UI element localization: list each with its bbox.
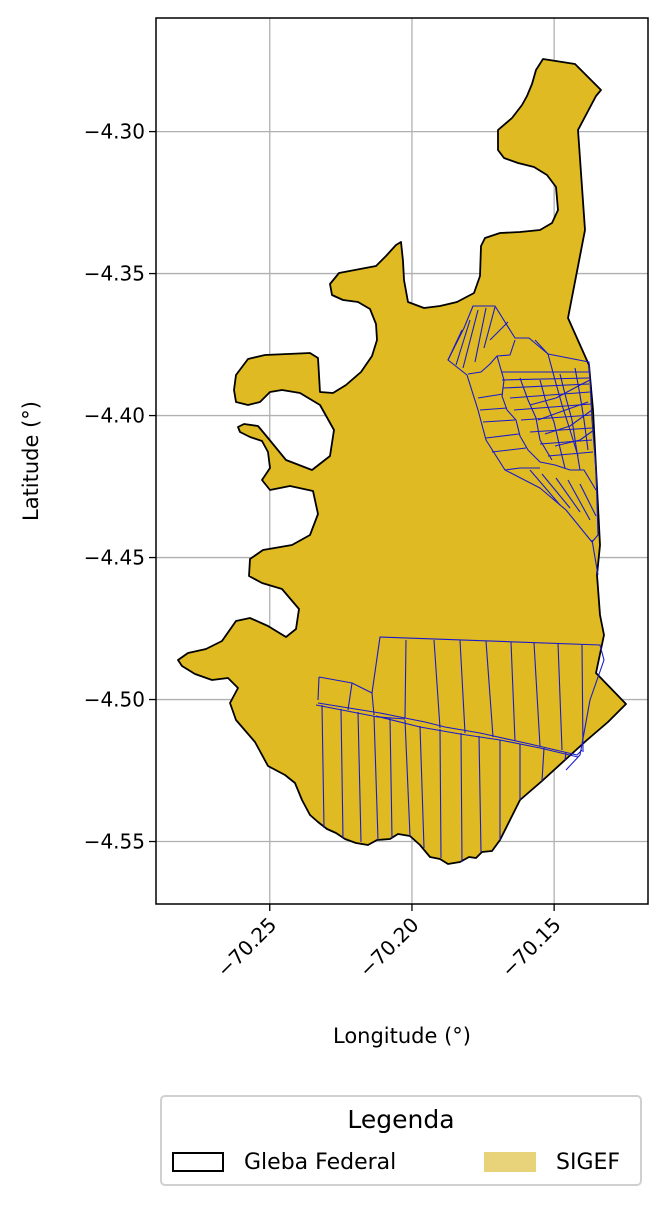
sigef-parcel — [474, 307, 487, 363]
y-axis-label: Latitude (°) — [19, 401, 43, 521]
sigef-parcel — [581, 643, 584, 753]
sigef-parcel — [544, 409, 593, 435]
y-tick-label: −4.30 — [84, 120, 145, 144]
sigef-parcel — [533, 642, 541, 747]
x-axis-label: Longitude (°) — [333, 1024, 471, 1048]
sigef-parcel — [340, 708, 344, 839]
sigef-parcel — [404, 639, 407, 719]
sigef-parcel — [539, 379, 566, 469]
sigef-parcel — [591, 539, 599, 576]
sigef-parcel — [419, 725, 425, 849]
sigef-parcel — [439, 728, 442, 859]
sigef-parcel — [317, 702, 583, 756]
sigef-parcel — [574, 367, 589, 451]
sigef-parcel — [462, 309, 479, 369]
sigef-parcel — [404, 719, 411, 837]
sigef-parcel — [447, 329, 463, 361]
sigef-parcel — [541, 747, 545, 782]
sigef-parcel — [485, 640, 494, 738]
sigef-parcel — [529, 427, 593, 433]
sigef-parcels — [315, 305, 605, 863]
sigef-parcel — [371, 692, 375, 716]
sigef-parcel — [489, 321, 509, 341]
sigef-parcel — [373, 715, 379, 841]
sigef-parcel — [529, 469, 561, 506]
sigef-parcel — [479, 407, 508, 411]
y-axis-ticks: −4.30 −4.35 −4.40 −4.45 −4.50 −4.55 — [84, 120, 156, 854]
sigef-parcel — [357, 711, 362, 843]
sigef-parcel — [567, 479, 591, 521]
sigef-parcel — [477, 393, 504, 399]
sigef-parcel — [460, 732, 463, 863]
sigef-parcel — [491, 447, 527, 453]
sigef-parcel — [555, 477, 581, 513]
sigef-parcel — [547, 451, 594, 457]
y-tick-label: −4.35 — [84, 262, 145, 286]
sigef-parcel — [579, 483, 597, 517]
sigef-parcel — [510, 641, 516, 742]
sigef-parcel — [389, 717, 393, 839]
sigef-parcel — [317, 676, 320, 701]
sigef-parcel — [557, 642, 563, 751]
sigef-parcel — [321, 704, 325, 829]
legend: Legenda Gleba Federal SIGEF — [160, 1095, 642, 1186]
sigef-parcel — [534, 339, 579, 457]
sigef-parcel — [447, 305, 599, 543]
sigef-parcel — [529, 379, 591, 406]
sigef-parcel — [537, 401, 589, 421]
y-tick-label: −4.55 — [84, 830, 145, 854]
y-tick-label: −4.45 — [84, 546, 145, 570]
legend-label-sigef: SIGEF — [556, 1149, 621, 1175]
sigef-parcel — [478, 735, 482, 853]
legend-swatch-outline — [172, 1152, 224, 1172]
legend-item-sigef: SIGEF — [484, 1149, 620, 1175]
legend-item-gleba: Gleba Federal — [172, 1149, 396, 1175]
sigef-parcel — [539, 439, 593, 445]
sigef-parcel — [496, 355, 597, 491]
legend-title: Legenda — [347, 1105, 455, 1134]
sigef-parcel — [504, 467, 540, 471]
gleba-federal-polygon — [177, 58, 627, 865]
sigef-parcel — [482, 419, 516, 423]
sigef-parcel — [520, 414, 593, 421]
sigef-parcel — [433, 639, 441, 729]
sigef-parcel — [455, 319, 471, 366]
sigef-parcel — [519, 377, 553, 461]
sigef-parcel — [459, 639, 466, 734]
legend-swatch-fill — [484, 1152, 536, 1172]
sigef-parcel — [564, 751, 567, 761]
sigef-parcel — [501, 377, 590, 381]
sigef-parcel — [541, 473, 571, 509]
y-tick-label: −4.40 — [84, 404, 145, 428]
sigef-parcel — [347, 682, 353, 711]
sigef-parcel — [485, 433, 520, 439]
sigef-parcel — [509, 391, 591, 399]
sigef-parcel — [554, 429, 595, 447]
axes-frame — [155, 17, 649, 905]
sigef-parcel — [375, 715, 579, 758]
legend-label-gleba: Gleba Federal — [244, 1149, 397, 1175]
y-tick-label: −4.50 — [84, 688, 145, 712]
sigef-parcel — [502, 383, 590, 389]
sigef-parcel — [467, 339, 516, 375]
sigef-parcel — [483, 306, 496, 349]
